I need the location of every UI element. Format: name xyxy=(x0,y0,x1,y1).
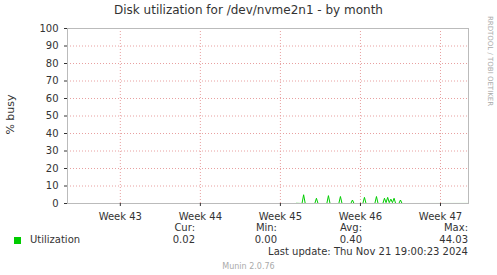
svg-text:Week 43: Week 43 xyxy=(99,211,142,222)
svg-text:Week 44: Week 44 xyxy=(179,211,222,222)
svg-text:Week 45: Week 45 xyxy=(259,211,302,222)
html-text:Munin 2.0.76: Munin 2.0.76 xyxy=(222,262,275,271)
html-text:Last update: Thu Nov 21 19:00:: Last update: Thu Nov 21 19:00:23 2024 xyxy=(268,246,468,257)
svg-text:10: 10 xyxy=(46,180,59,191)
svg-text:0: 0 xyxy=(52,198,58,209)
html-text:Disk utilization for /dev/nvme: Disk utilization for /dev/nvme2n1 - by m… xyxy=(114,3,383,17)
svg-text:90: 90 xyxy=(46,40,59,51)
html-text:Cur:: Cur: xyxy=(174,222,195,233)
html-text:% busy: % busy xyxy=(3,94,17,135)
html-text:0.00: 0.00 xyxy=(254,234,277,245)
svg-text:40: 40 xyxy=(46,128,59,139)
svg-text:50: 50 xyxy=(46,110,59,121)
html-text:Utilization: Utilization xyxy=(30,234,81,245)
svg-text:20: 20 xyxy=(46,163,59,174)
svg-text:60: 60 xyxy=(46,93,59,104)
svg-text:Week 47: Week 47 xyxy=(419,211,462,222)
html-text:Avg:: Avg: xyxy=(340,222,362,233)
html-text:RRDTOOL / TOBI OETIKER: RRDTOOL / TOBI OETIKER xyxy=(486,15,494,107)
svg-text:30: 30 xyxy=(46,145,59,156)
svg-text:70: 70 xyxy=(46,75,59,86)
html-text:Max:: Max: xyxy=(444,222,468,233)
html-text:Min:: Min: xyxy=(255,222,277,233)
html-text:0.40: 0.40 xyxy=(339,234,362,245)
svg-text:100: 100 xyxy=(39,23,58,34)
html-text:0.02: 0.02 xyxy=(172,234,195,245)
html-text:44.03: 44.03 xyxy=(439,234,468,245)
svg-text:80: 80 xyxy=(46,58,59,69)
svg-text:Week 46: Week 46 xyxy=(339,211,382,222)
